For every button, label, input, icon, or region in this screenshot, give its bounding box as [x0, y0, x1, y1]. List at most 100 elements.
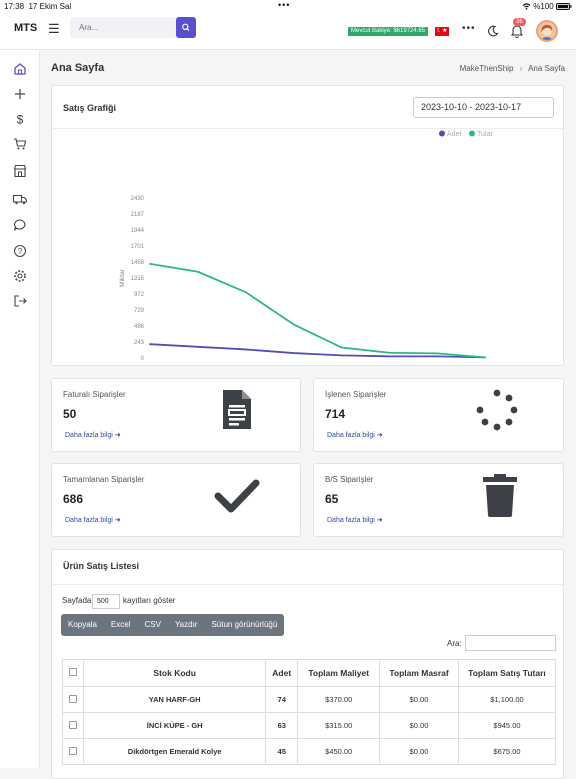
page-length-select[interactable]: 500	[92, 594, 120, 609]
select-all-header[interactable]	[61, 659, 85, 687]
search-button[interactable]	[176, 17, 196, 38]
select-all-checkbox[interactable]	[69, 668, 78, 676]
more-info-link[interactable]: Daha fazla bilgi ➜	[327, 517, 383, 524]
notification-badge: 36	[513, 18, 526, 26]
stat-card-returned: B/S Siparişler 65 Daha fazla bilgi ➜	[313, 463, 564, 537]
avatar[interactable]	[536, 20, 558, 42]
data-point	[436, 355, 439, 358]
column-header[interactable]: Stok Kodu	[83, 659, 267, 687]
column-header[interactable]: Toplam Satış Tutarı	[457, 659, 557, 687]
legend-marker	[439, 130, 445, 137]
svg-text:?: ?	[18, 247, 23, 256]
help-icon[interactable]: ?	[12, 243, 28, 259]
data-point	[196, 270, 199, 273]
store-icon[interactable]	[12, 163, 28, 179]
excel-button[interactable]: Excel	[110, 620, 131, 629]
list-title: Ürün Satış Listesi	[63, 561, 140, 571]
more-icon[interactable]: •••	[462, 23, 476, 34]
row-checkbox[interactable]	[69, 720, 78, 729]
stat-value: 65	[325, 492, 339, 506]
plus-icon[interactable]	[12, 86, 28, 102]
y-tick-label: 0	[141, 356, 145, 362]
table-header-row: Stok Kodu Adet Toplam Maliyet Toplam Mas…	[61, 659, 557, 687]
logout-icon[interactable]	[12, 293, 28, 309]
hamburger-menu-icon[interactable]: ☰	[48, 21, 60, 36]
more-info-link[interactable]: Daha fazla bilgi ➜	[65, 432, 121, 439]
cell-total-expense: $0.00	[379, 712, 459, 739]
moon-icon[interactable]	[487, 25, 499, 37]
row-checkbox[interactable]	[69, 694, 78, 703]
table-row[interactable]: İNCİ KÜPE - GH 63 $315.00 $0.00 $945.00	[61, 712, 557, 739]
cart-icon[interactable]	[12, 136, 28, 152]
row-checkbox[interactable]	[69, 746, 78, 755]
chart-title: Satış Grafiği	[63, 103, 117, 113]
page-title: Ana Sayfa	[51, 62, 105, 74]
stat-card-processed: İşlenen Siparişler 714 Daha fazla bilgi …	[313, 378, 564, 452]
data-point	[292, 352, 295, 354]
stat-value: 50	[63, 407, 77, 421]
truck-icon[interactable]	[12, 191, 28, 207]
data-point	[436, 352, 439, 355]
sales-chart-card: Satış Grafiği 2023-10-10 - 2023-10-17 24…	[51, 85, 564, 366]
y-tick-label: 2430	[131, 196, 145, 202]
divider	[52, 584, 563, 585]
y-tick-label: 1701	[131, 244, 145, 250]
status-bar: 17:38 17 Ekim Sal ••• %100	[0, 0, 576, 12]
stat-title: Tamamlanan Siparişler	[63, 475, 145, 484]
data-point	[196, 345, 199, 348]
data-point	[244, 348, 247, 351]
legend-label: Adet	[447, 131, 461, 138]
column-visibility-button[interactable]: Sütun görünürlüğü	[211, 620, 278, 629]
product-sales-list-card: Ürün Satış Listesi Sayfada 500 kayıtları…	[51, 549, 564, 779]
data-point	[244, 291, 247, 294]
csv-button[interactable]: CSV	[144, 620, 161, 629]
data-point	[149, 343, 151, 346]
copy-button[interactable]: Kopyala	[68, 620, 97, 629]
data-point	[484, 356, 486, 359]
table-search-input[interactable]	[465, 635, 556, 651]
cell-quantity: 74	[265, 686, 299, 713]
search-icon	[182, 23, 190, 31]
more-info-link[interactable]: Daha fazla bilgi ➜	[327, 432, 383, 439]
brand-logo[interactable]: MTS	[14, 22, 38, 34]
cell-stock-code: YAN HARF-GH	[83, 686, 267, 713]
balance-badge[interactable]: Mevcut Bakiye: $619724.65	[348, 27, 429, 36]
length-label-suffix: kayıtları göster	[123, 596, 176, 605]
date-range-picker[interactable]: 2023-10-10 - 2023-10-17	[413, 97, 554, 118]
breadcrumb-separator-icon: ›	[519, 64, 523, 73]
cell-stock-code: İNCİ KÜPE - GH	[83, 712, 267, 739]
sales-line-chart: 243021871944170114581215972729486243010 …	[119, 130, 494, 362]
y-tick-label: 243	[134, 340, 145, 346]
multitask-dots[interactable]: •••	[278, 0, 291, 10]
search-label: Ara:	[447, 639, 462, 648]
dollar-icon[interactable]: $	[12, 111, 28, 127]
data-point	[149, 262, 151, 265]
column-header[interactable]: Toplam Maliyet	[297, 659, 381, 687]
stat-title: İşlenen Siparişler	[325, 390, 387, 399]
bell-icon[interactable]	[511, 24, 523, 38]
breadcrumb-home-link[interactable]: MakeThenShip	[459, 64, 514, 73]
cell-stock-code: Dikdörtgen Emerald Kolye	[83, 738, 267, 765]
table-row[interactable]: Dikdörtgen Emerald Kolye 45 $450.00 $0.0…	[61, 738, 557, 765]
chat-icon[interactable]	[12, 217, 28, 233]
y-tick-label: 486	[134, 324, 145, 330]
search-input[interactable]	[70, 17, 176, 38]
check-icon	[214, 479, 260, 513]
cell-total-cost: $450.00	[297, 738, 381, 765]
home-icon[interactable]	[12, 61, 28, 77]
gear-icon[interactable]	[12, 268, 28, 284]
y-tick-label: 1944	[131, 228, 145, 234]
svg-text:$: $	[17, 113, 24, 127]
turkish-flag-icon[interactable]: ☾★	[435, 27, 449, 36]
battery-text: %100	[533, 2, 554, 11]
top-bar: MTS ☰ Mevcut Bakiye: $619724.65 ☾★ ••• 3…	[0, 12, 576, 50]
column-header[interactable]: Toplam Masraf	[379, 659, 459, 687]
more-info-link[interactable]: Daha fazla bilgi ➜	[65, 517, 121, 524]
data-point	[340, 354, 343, 357]
cell-total-expense: $0.00	[379, 686, 459, 713]
status-time: 17:38 17 Ekim Sal	[4, 2, 72, 11]
table-row[interactable]: YAN HARF-GH 74 $370.00 $0.00 $1,100.00	[61, 686, 557, 713]
column-header[interactable]: Adet	[265, 659, 299, 687]
spinner-icon	[476, 389, 518, 431]
print-button[interactable]: Yazdır	[174, 620, 198, 629]
